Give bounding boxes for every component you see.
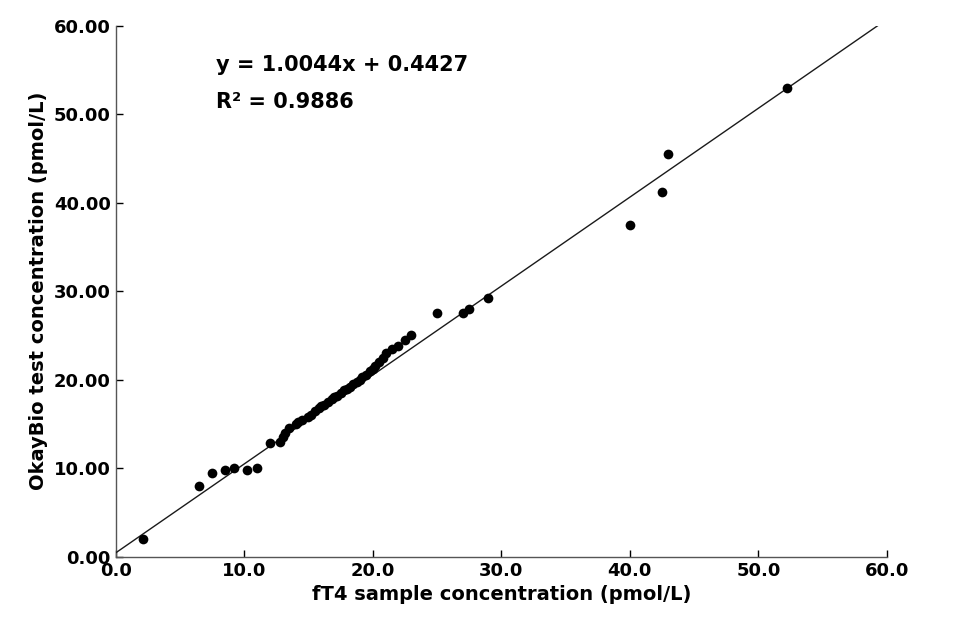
Point (385, 344, 400, 354)
Point (397, 335, 413, 345)
Point (481, 293, 496, 303)
Point (378, 348, 393, 358)
Point (429, 308, 444, 319)
Point (327, 392, 342, 403)
Point (192, 481, 207, 491)
Point (622, 220, 637, 230)
Point (339, 383, 355, 394)
Point (304, 410, 319, 420)
Point (320, 397, 335, 407)
Point (333, 388, 348, 398)
Point (288, 419, 304, 429)
Point (324, 394, 339, 404)
Point (365, 364, 381, 374)
Text: R² = 0.9886: R² = 0.9886 (216, 92, 354, 112)
Point (455, 308, 470, 319)
Point (301, 412, 316, 422)
Point (204, 468, 220, 478)
Point (227, 463, 242, 474)
Point (262, 438, 278, 449)
Point (294, 415, 309, 425)
Point (342, 381, 358, 392)
X-axis label: fT4 sample concentration (pmol/L): fT4 sample concentration (pmol/L) (311, 585, 691, 604)
Point (660, 149, 676, 159)
Point (375, 353, 390, 363)
Point (217, 465, 232, 475)
Point (290, 417, 306, 428)
Point (278, 428, 293, 438)
Point (313, 401, 329, 412)
Point (355, 372, 370, 382)
Point (336, 385, 352, 396)
Text: y = 1.0044x + 0.4427: y = 1.0044x + 0.4427 (216, 55, 469, 75)
Point (359, 370, 374, 380)
Point (390, 341, 406, 351)
Point (779, 83, 794, 93)
Point (239, 465, 254, 475)
Point (346, 379, 362, 389)
Point (316, 399, 332, 410)
Point (371, 357, 387, 367)
Point (362, 366, 378, 376)
Point (404, 330, 419, 340)
Point (135, 534, 150, 544)
Point (462, 304, 477, 314)
Point (250, 463, 265, 474)
Point (273, 436, 288, 447)
Point (350, 376, 365, 387)
Point (308, 406, 323, 416)
Point (281, 423, 297, 433)
Point (367, 362, 383, 372)
Point (329, 390, 344, 401)
Point (655, 187, 670, 197)
Point (275, 432, 290, 442)
Point (311, 403, 327, 413)
Y-axis label: OkayBio test concentration (pmol/L): OkayBio test concentration (pmol/L) (29, 92, 48, 490)
Point (352, 374, 367, 385)
